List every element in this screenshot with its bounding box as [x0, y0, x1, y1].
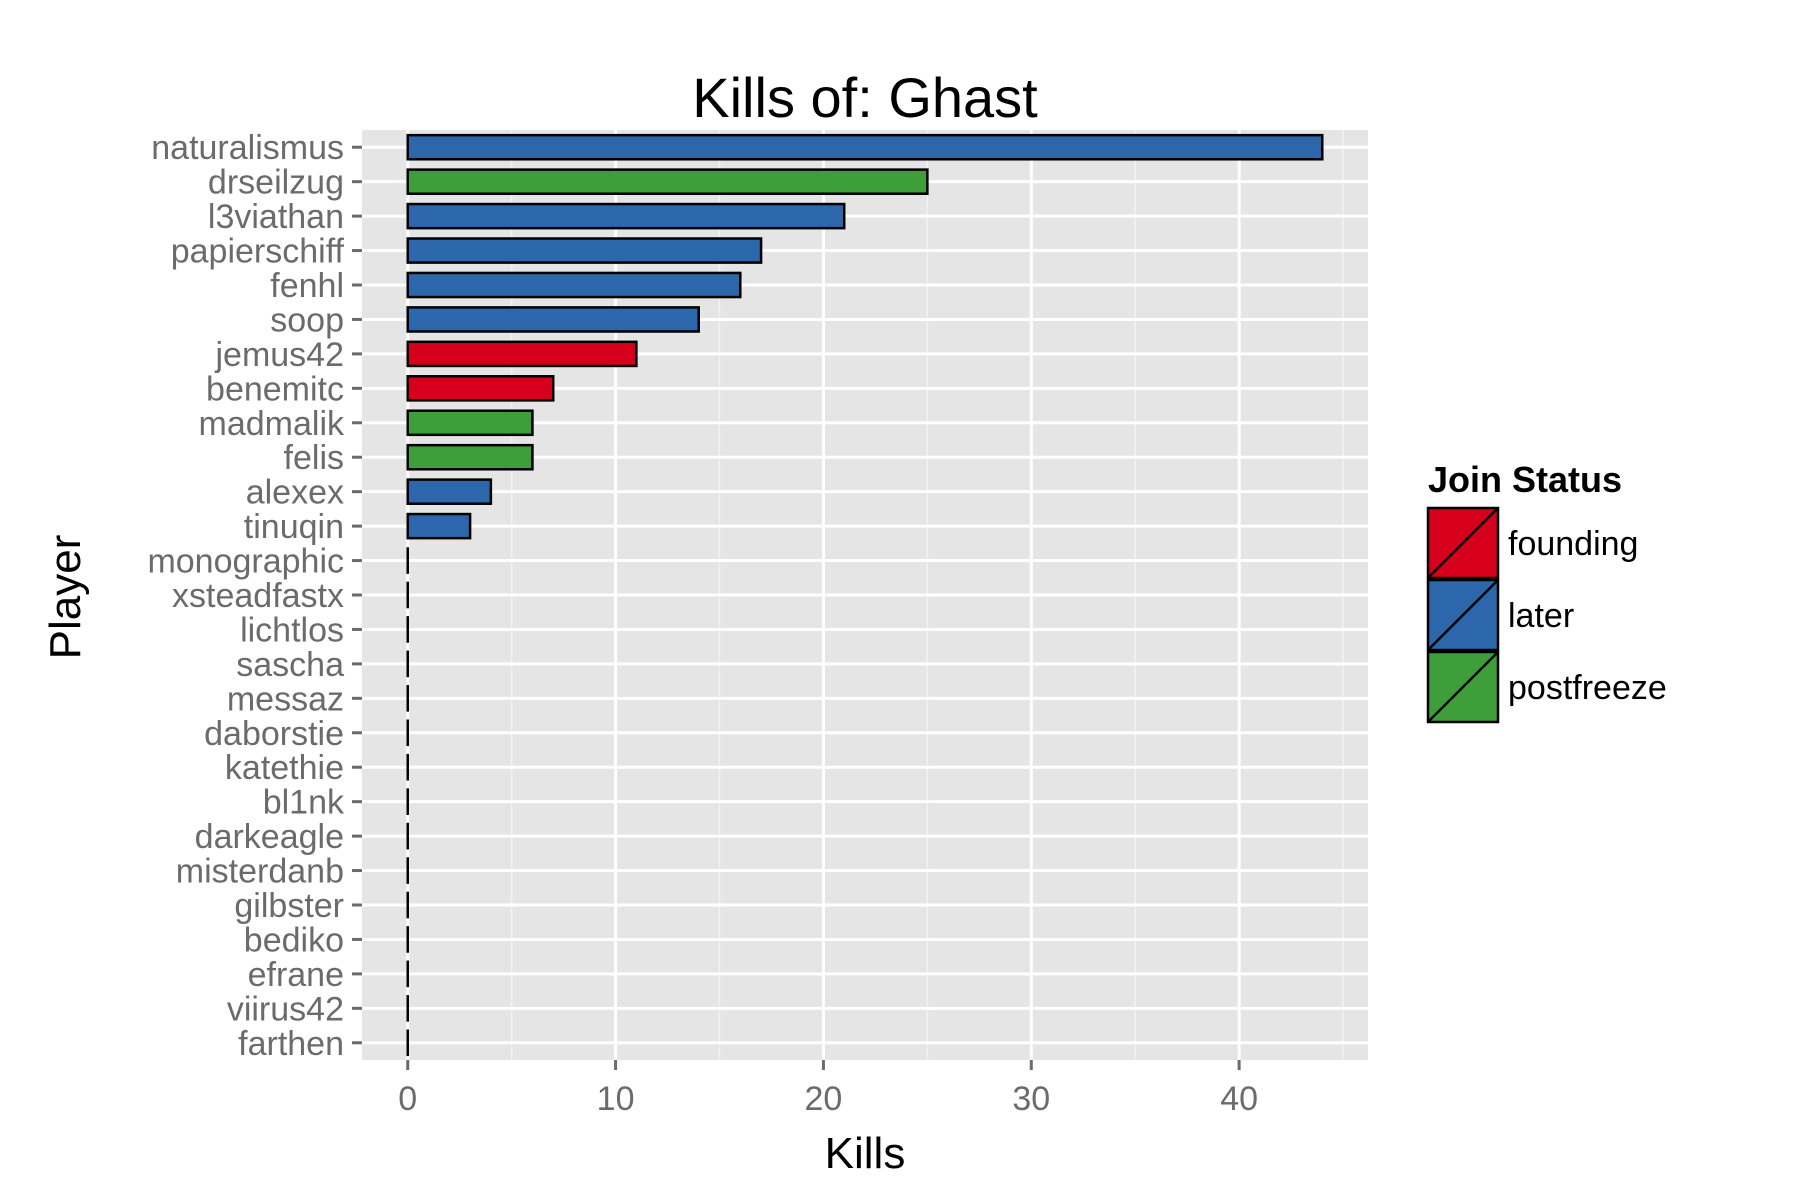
- y-tick-label: viirus42: [227, 990, 344, 1028]
- y-tick-label: bl1nk: [263, 784, 345, 822]
- y-tick-label: daborstie: [204, 715, 344, 753]
- bar-alexex: [406, 478, 493, 505]
- bar-l3viathan: [406, 202, 846, 230]
- legend-swatch-diagonal: [1427, 507, 1499, 579]
- legend-label: founding: [1508, 525, 1638, 563]
- y-tick-label: benemitc: [206, 370, 344, 408]
- x-tick-label: 20: [805, 1080, 843, 1118]
- y-tick-label: tinuqin: [244, 508, 344, 546]
- legend-key-later: later: [1426, 578, 1574, 652]
- y-tick-label: drseilzug: [208, 164, 344, 202]
- legend-key-founding: founding: [1426, 506, 1638, 580]
- y-tick-label: fenhl: [270, 267, 344, 305]
- y-tick-label: farthen: [238, 1025, 344, 1063]
- bar-soop: [406, 306, 700, 333]
- legend-key-postfreeze: postfreeze: [1426, 650, 1667, 724]
- bar-fenhl: [406, 271, 742, 299]
- y-tick-label: darkeagle: [195, 818, 344, 856]
- x-tick-label: 0: [398, 1080, 417, 1118]
- y-tick-label: xsteadfastx: [172, 577, 344, 615]
- bar-jemus42: [406, 340, 638, 368]
- legend-swatch-diagonal: [1427, 579, 1499, 651]
- y-tick-label: alexex: [246, 474, 344, 512]
- y-tick-label: messaz: [227, 680, 344, 718]
- chart-title: Kills of: Ghast: [692, 66, 1038, 129]
- y-tick-label: naturalismus: [151, 129, 344, 167]
- y-axis-label: Player: [41, 535, 90, 660]
- y-tick-label: misterdanb: [176, 853, 344, 891]
- y-tick-label: gilbster: [234, 887, 344, 925]
- y-tick-label: bediko: [244, 921, 344, 959]
- bar-felis: [406, 443, 534, 471]
- bar-papierschiff: [406, 237, 763, 264]
- y-tick-label: jemus42: [214, 336, 344, 374]
- x-tick-label: 40: [1220, 1080, 1258, 1118]
- y-tick-label: felis: [284, 439, 344, 477]
- y-tick-label: soop: [270, 301, 344, 339]
- bar-tinuqin: [406, 512, 472, 540]
- x-tick-label: 30: [1012, 1080, 1050, 1118]
- bar-benemitc: [406, 375, 555, 402]
- y-tick-label: papierschiff: [171, 233, 345, 271]
- legend-label: postfreeze: [1508, 669, 1667, 707]
- bars: [406, 133, 1324, 1057]
- legend-swatch-diagonal: [1427, 651, 1499, 723]
- y-tick-label: katethie: [225, 749, 344, 787]
- y-tick-label: madmalik: [199, 405, 345, 443]
- bar-madmalik: [406, 409, 534, 437]
- legend: Join Status founding later postfreeze: [1426, 459, 1667, 724]
- bar-naturalismus: [406, 133, 1324, 161]
- y-tick-label: l3viathan: [208, 198, 344, 236]
- legend-title: Join Status: [1428, 459, 1622, 500]
- bar-drseilzug: [406, 168, 929, 195]
- y-tick-label: monographic: [147, 543, 344, 581]
- y-tick-label: sascha: [236, 646, 344, 684]
- axes: naturalismusdrseilzugl3viathanpapierschi…: [147, 129, 1258, 1118]
- y-tick-label: lichtlos: [240, 611, 344, 649]
- x-tick-label: 10: [597, 1080, 635, 1118]
- x-axis-label: Kills: [825, 1129, 906, 1178]
- y-tick-label: efrane: [248, 956, 344, 994]
- legend-label: later: [1508, 597, 1574, 635]
